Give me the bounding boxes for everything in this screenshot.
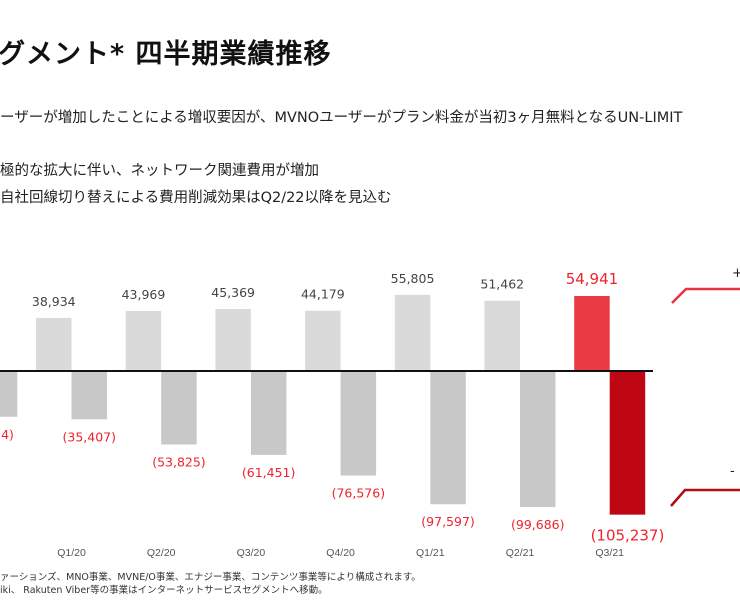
revenue-bar [125, 310, 162, 371]
x-axis-tick-label: Q1/20 [57, 547, 86, 559]
revenue-bar [215, 309, 251, 371]
revenue-value-label: 45,369 [211, 285, 255, 300]
loss-bar [0, 371, 18, 417]
revenue-value-label: 55,805 [391, 271, 435, 286]
loss-bar [609, 371, 646, 515]
bullet-cost-reduction-note: 自社回線切り替えによる費用削減効果はQ2/22以降を見込む [0, 190, 392, 206]
revenue-value-label: 54,941 [566, 270, 619, 288]
side-label-plus: + [732, 266, 740, 281]
bullet-network-cost-note: 極的な拡大に伴い、ネットワーク関連費用が増加 [0, 163, 319, 179]
x-axis-tick-label: Q4/20 [326, 547, 355, 559]
loss-bar [340, 371, 377, 476]
loss-value-label: (105,237) [591, 527, 665, 545]
revenue-bar [36, 317, 72, 371]
loss-value-label: (61,451) [242, 465, 296, 480]
revenue-bar [484, 300, 520, 371]
revenue-value-label: 44,179 [301, 287, 345, 302]
revenue-value-label: 51,462 [480, 277, 524, 292]
bullet-revenue-note: ーザーが増加したことによる増収要因が、MVNOユーザーがプラン料金が当初3ヶ月無… [0, 110, 683, 126]
loss-bar [250, 371, 287, 455]
side-label-minus: - [730, 464, 735, 479]
x-axis-tick-label: Q2/20 [147, 547, 176, 559]
loss-value-label: (97,597) [421, 514, 475, 529]
revenue-bar [305, 310, 341, 371]
loss-bar [520, 371, 556, 508]
page-title: グメント* 四半期業績推移 [0, 39, 332, 70]
loss-value-label: (35,407) [63, 429, 117, 444]
x-axis-tick-label: Q2/21 [506, 547, 535, 559]
loss-bar [430, 371, 466, 505]
revenue-value-label: 38,934 [32, 294, 76, 309]
loss-value-label: (99,686) [511, 517, 565, 532]
revenue-bar [394, 294, 431, 371]
x-axis-tick-label: Q3/20 [237, 547, 266, 559]
x-axis-tick-label: Q3/21 [595, 547, 624, 559]
loss-bar [161, 371, 197, 445]
loss-value-label: (53,825) [152, 454, 206, 469]
loss-connector-line [670, 488, 740, 507]
revenue-connector-line [671, 287, 740, 304]
loss-bar [71, 371, 107, 420]
footnote-segment-composition: ァーションズ、MNO事業、MVNE/O事業、エナジー事業、コンテンツ事業等により… [0, 572, 421, 583]
footnote-segment-move: iki、 Rakuten Viber等の事業はインターネットサービスセグメントへ… [0, 585, 328, 596]
loss-value-label: 524) [0, 427, 14, 442]
x-axis-tick-label: Q1/21 [416, 547, 445, 559]
revenue-bar [574, 296, 610, 371]
revenue-value-label: 43,969 [122, 287, 166, 302]
loss-value-label: (76,576) [332, 486, 386, 501]
